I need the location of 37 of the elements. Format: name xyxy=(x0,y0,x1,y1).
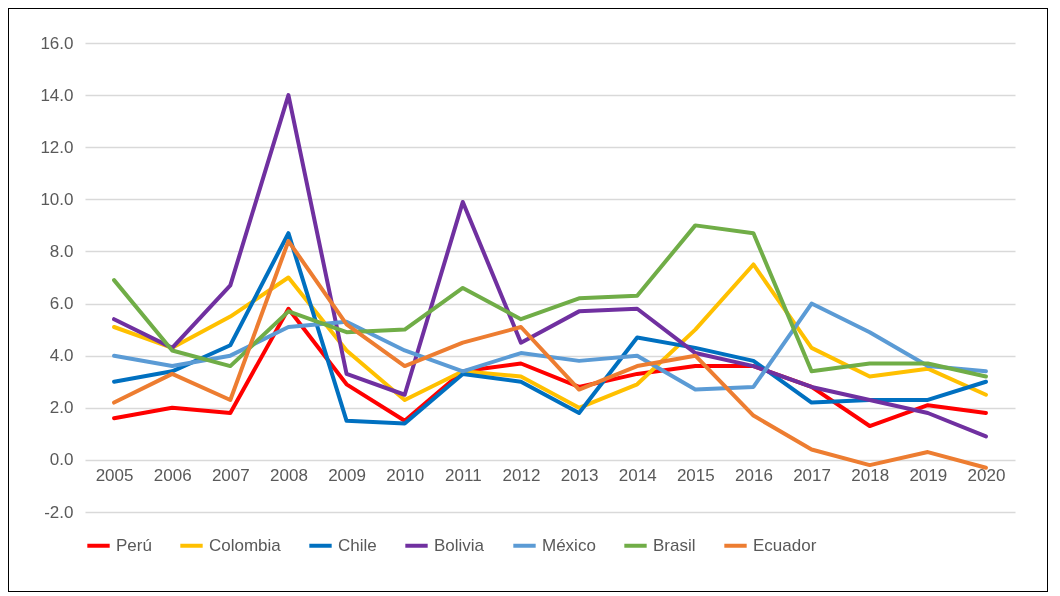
x-tick-label: 2007 xyxy=(211,466,250,486)
line-series xyxy=(112,223,988,379)
x-tick-label: 2014 xyxy=(618,466,657,486)
y-tick-label: 6.0 xyxy=(49,294,74,314)
x-tick-label: 2020 xyxy=(967,466,1006,486)
x-tick-label: 2006 xyxy=(153,466,192,486)
y-tick-label: 4.0 xyxy=(49,346,74,366)
y-tick-label: 0.0 xyxy=(49,450,74,470)
y-tick-label: 8.0 xyxy=(49,241,74,261)
legend-label: Colombia xyxy=(209,535,282,555)
x-tick-label: 2010 xyxy=(386,466,425,486)
legend-label: Chile xyxy=(338,535,377,555)
x-tick-label: 2019 xyxy=(909,466,948,486)
x-tick-label: 2005 xyxy=(95,466,134,486)
line-series xyxy=(112,239,988,470)
legend-label: Brasil xyxy=(653,535,696,555)
x-tick-label: 2009 xyxy=(328,466,366,486)
x-tick-label: 2017 xyxy=(793,466,831,486)
x-tick-label: 2011 xyxy=(445,466,482,486)
y-tick-label: 2.0 xyxy=(49,398,74,418)
x-tick-label: 2013 xyxy=(560,466,599,486)
legend-label: México xyxy=(542,535,596,555)
x-tick-label: 2012 xyxy=(502,466,541,486)
y-tick-label: -2.0 xyxy=(44,502,74,522)
x-tick-label: 2015 xyxy=(676,466,715,486)
y-tick-label: 16.0 xyxy=(40,33,74,53)
legend-label: Perú xyxy=(116,535,152,555)
y-tick-label: 12.0 xyxy=(40,137,74,157)
y-tick-label: 10.0 xyxy=(40,189,74,209)
x-tick-label: 2016 xyxy=(735,466,773,486)
x-tick-label: 2008 xyxy=(270,466,308,486)
line-series xyxy=(112,231,988,426)
y-tick-label: 14.0 xyxy=(40,85,74,105)
legend-label: Ecuador xyxy=(753,535,817,555)
x-tick-label: 2018 xyxy=(851,466,890,486)
line-series xyxy=(112,93,988,439)
legend-label: Bolivia xyxy=(434,535,485,555)
